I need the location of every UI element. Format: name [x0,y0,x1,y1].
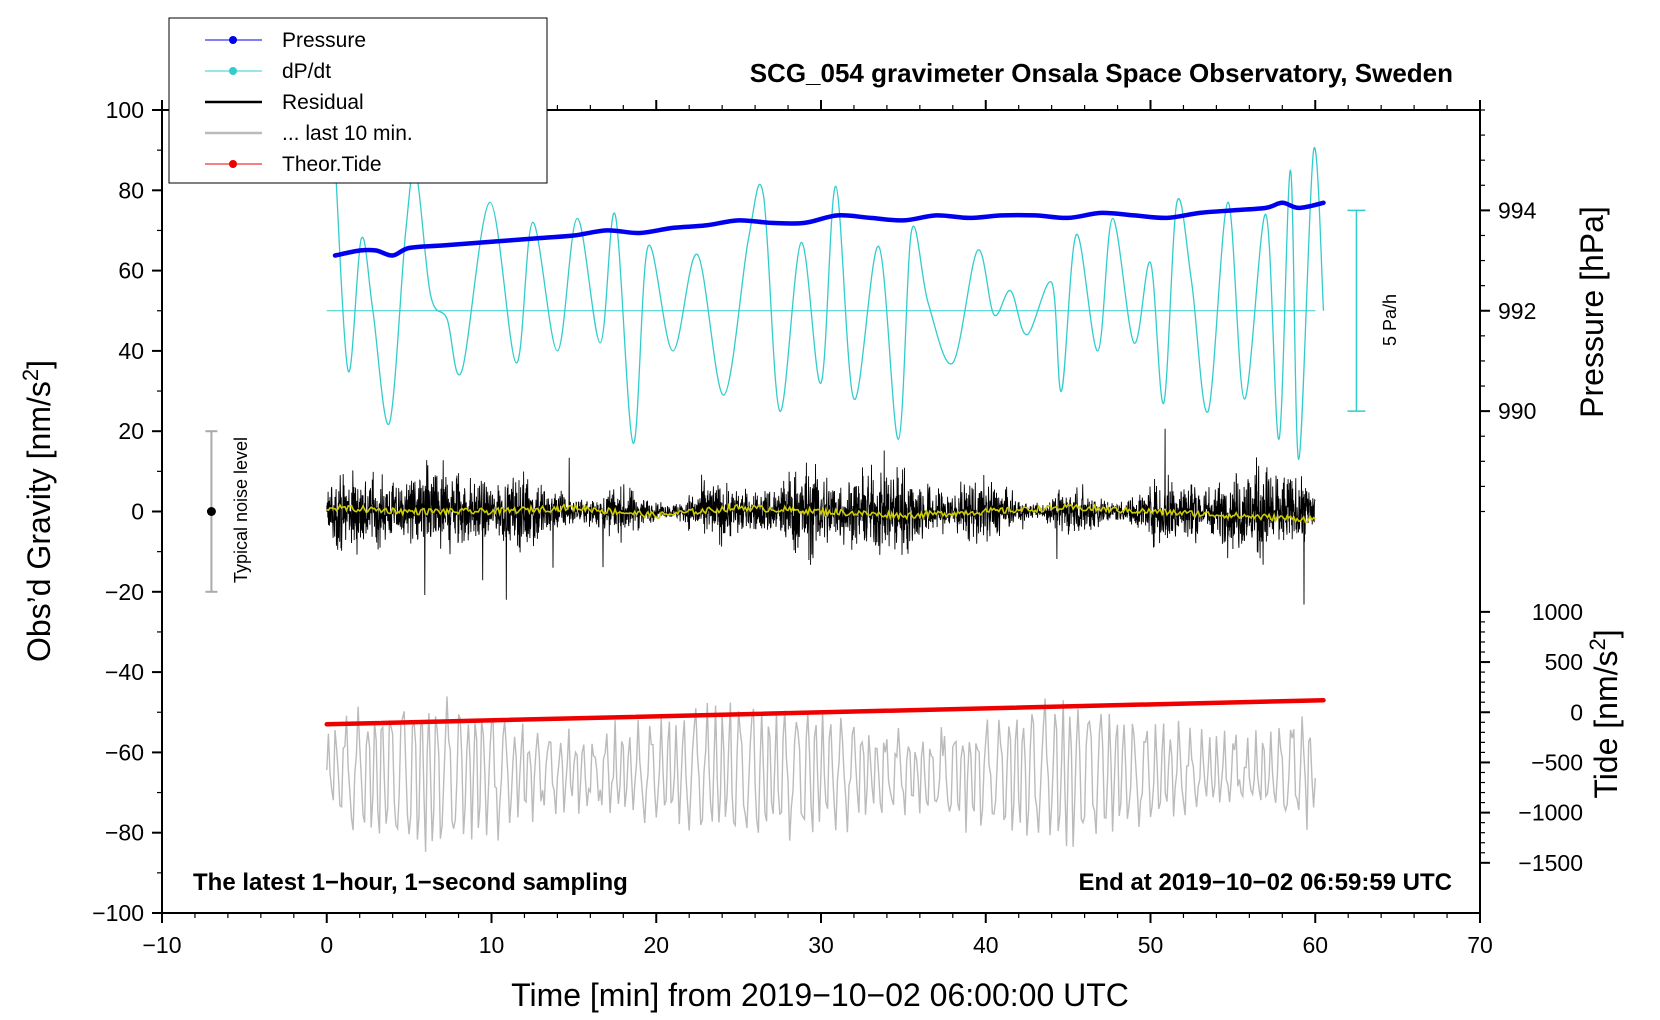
y-axis-title-pressure: Pressure [hPa] [1574,206,1610,418]
y-tick-label: 20 [118,418,144,444]
tide-tick-label: 1000 [1532,599,1583,625]
tide-tick-label: −500 [1531,749,1583,775]
y-tick-label: 80 [118,177,144,203]
legend-marker [229,160,237,168]
legend-label: Pressure [282,29,366,52]
y-tick-label: 40 [118,338,144,364]
pressure-tick-label: 994 [1498,197,1537,223]
x-tick-label: −10 [142,932,181,958]
x-tick-label: 60 [1302,932,1328,958]
y-tick-label: −80 [105,820,144,846]
legend-marker [229,36,237,44]
x-axis-title: Time [min] from 2019−10−02 06:00:00 UTC [511,977,1129,1013]
x-tick-label: 30 [808,932,834,958]
tide-line [324,697,1326,727]
dpdt-layer [326,146,1325,460]
rate-label: 5 Pa/h [1380,294,1400,346]
legend: Pressure dP/dt Residual ... last 10 min. The… [168,17,548,184]
y-tick-label: −40 [105,659,144,685]
pressure-line [332,200,1326,258]
running-mean-line [326,502,1316,524]
y-tick-label: 100 [106,97,144,123]
legend-marker [229,67,237,75]
noise-bar-dot [206,507,216,516]
pressure-tick-label: 990 [1498,398,1536,424]
pressure-tick-label: 992 [1498,298,1536,324]
y-axis-pressure: 990 992 994 [1480,109,1537,513]
legend-box [168,17,548,184]
tide-tick-label: −1500 [1518,850,1583,876]
y-axis-left: −100 −80 −60 −40 −20 0 20 40 60 80 100 [92,97,162,926]
end-time-note: End at 2019−10−02 06:59:59 UTC [1078,869,1452,896]
chart-title: SCG_054 gravimeter Onsala Space Observat… [750,58,1453,88]
residual-line [326,428,1316,605]
y-tick-label: 0 [131,499,144,525]
x-tick-label: 0 [320,932,333,958]
tide-layer [324,697,1326,727]
legend-label: dP/dt [282,60,331,83]
legend-label: Theor.Tide [282,153,382,176]
x-tick-label: 50 [1138,932,1164,958]
x-tick-label: 40 [973,932,999,958]
annotation-marks [205,209,1366,593]
y-tick-label: −20 [105,579,144,605]
y-axis-title-tide: Tide [nm/s2] [1585,629,1624,798]
last10min-line [326,696,1316,852]
y-tick-label: 60 [118,258,144,284]
dpdt-line [334,146,1325,460]
sampling-note: The latest 1−hour, 1−second sampling [193,869,628,896]
x-tick-label: 20 [643,932,669,958]
y-tick-label: −100 [92,900,144,926]
x-tick-label: 10 [479,932,505,958]
x-axis: −10 0 10 20 30 40 50 60 70 [142,100,1493,958]
y-tick-label: −60 [105,739,144,765]
pressure-layer [332,200,1326,258]
noise-level-label: Typical noise level [231,437,251,583]
y-axis-title-left: Obs’d Gravity [nm/s2] [18,360,57,662]
residual-layer [326,428,1316,605]
tide-tick-label: 500 [1545,649,1583,675]
x-tick-label: 70 [1467,932,1493,958]
tide-tick-label: −1000 [1518,800,1583,826]
y-axis-tide: −1500 −1000 −500 0 500 1000 [1480,599,1583,876]
legend-label: Residual [282,91,364,114]
legend-label: ... last 10 min. [282,122,413,145]
tide-tick-label: 0 [1570,699,1583,725]
running-mean-layer [326,502,1316,524]
last10min-layer [326,696,1316,852]
